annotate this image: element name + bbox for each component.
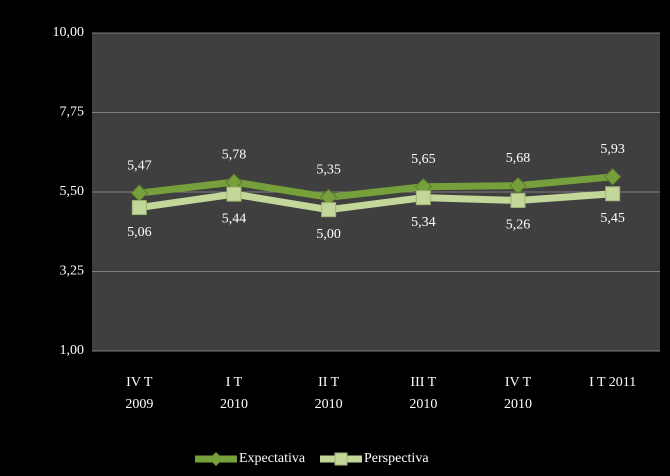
x-tick-label: 2010 xyxy=(504,397,532,412)
data-label: 5,78 xyxy=(222,147,247,162)
y-tick-label: 5,50 xyxy=(60,184,85,199)
data-label: 5,47 xyxy=(127,158,152,173)
y-tick-label: 7,75 xyxy=(60,105,85,120)
y-tick-label: 1,00 xyxy=(60,343,85,358)
x-tick-label: II T xyxy=(318,375,340,390)
x-tick-label: IV T xyxy=(505,375,532,390)
marker xyxy=(510,192,526,208)
x-tick-label: IV T xyxy=(126,375,153,390)
x-tick-label: I T 2011 xyxy=(589,375,636,390)
marker xyxy=(321,202,337,218)
legend-marker xyxy=(209,452,223,466)
legend-label: Perspectiva xyxy=(364,451,429,466)
x-tick-label: 2009 xyxy=(125,397,153,412)
marker xyxy=(603,168,622,186)
data-label: 5,45 xyxy=(600,211,625,226)
data-label: 5,44 xyxy=(222,211,247,226)
x-tick-label: 2010 xyxy=(315,397,343,412)
y-tick-label: 10,00 xyxy=(53,25,85,40)
legend-label: Expectativa xyxy=(239,451,306,466)
marker xyxy=(131,200,147,216)
y-tick-label: 3,25 xyxy=(60,264,85,279)
x-tick-label: 2010 xyxy=(409,397,437,412)
x-tick-label: I T xyxy=(226,375,243,390)
data-label: 5,68 xyxy=(506,151,531,166)
legend-marker xyxy=(334,452,348,466)
x-tick-label: III T xyxy=(410,375,436,390)
data-label: 5,00 xyxy=(316,227,341,242)
marker xyxy=(605,186,621,202)
series-line xyxy=(138,190,613,214)
series-line xyxy=(138,173,613,201)
data-label: 5,65 xyxy=(411,152,436,167)
data-label: 5,26 xyxy=(506,218,531,233)
data-label: 5,93 xyxy=(600,142,625,157)
marker xyxy=(415,190,431,206)
x-tick-label: 2010 xyxy=(220,397,248,412)
marker xyxy=(226,186,242,202)
data-label: 5,34 xyxy=(411,215,436,230)
data-label: 5,06 xyxy=(127,225,152,240)
data-label: 5,35 xyxy=(316,163,341,178)
